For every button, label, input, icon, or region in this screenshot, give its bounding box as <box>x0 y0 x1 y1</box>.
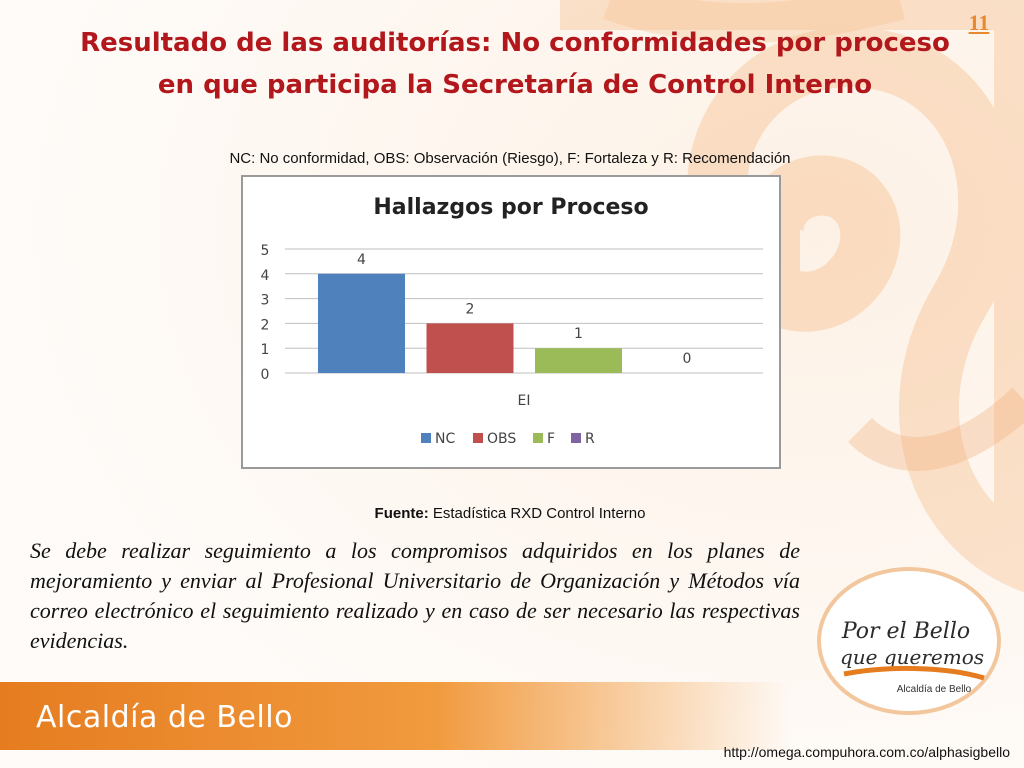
source-label: Fuente: <box>374 505 429 522</box>
y-tick-label: 5 <box>261 243 270 259</box>
legend-swatch-f <box>533 433 543 443</box>
legend-label-nc: NC <box>435 431 455 447</box>
legend-label-f: F <box>547 431 555 447</box>
bar-nc <box>318 273 405 373</box>
x-category-label: EI <box>518 393 531 409</box>
logo-line-1: Por el Bello <box>841 619 970 644</box>
logo-line-3: Alcaldía de Bello <box>897 684 972 695</box>
y-tick-label: 3 <box>261 293 270 309</box>
y-tick-label: 0 <box>261 367 270 383</box>
data-label-nc: 4 <box>357 252 366 268</box>
chart-title: Hallazgos por Proceso <box>373 195 649 220</box>
y-tick-label: 1 <box>261 342 270 358</box>
y-tick-label: 4 <box>261 268 270 284</box>
body-paragraph: Se debe realizar seguimiento a los compr… <box>30 538 800 653</box>
y-tick-label: 2 <box>261 317 270 333</box>
legend-label-r: R <box>585 431 595 447</box>
footer-bar <box>0 682 790 750</box>
source-value: Estadística RXD Control Interno <box>432 505 646 522</box>
legend-swatch-nc <box>421 433 431 443</box>
legend-swatch-r <box>571 433 581 443</box>
bar-f <box>535 348 622 373</box>
data-label-obs: 2 <box>466 301 475 317</box>
bar-obs <box>426 323 514 373</box>
chart-container: Hallazgos por Proceso 0 1 2 3 4 5 4 2 1 0 EI NC OBS F… <box>241 175 781 469</box>
footer-brand: Alcaldía de Bello <box>36 700 293 735</box>
data-label-r: 0 <box>683 351 692 367</box>
slide-number[interactable]: 11 <box>968 10 990 35</box>
footer-url-link[interactable]: http://omega.compuhora.com.co/alphasigbe… <box>723 744 1010 760</box>
data-label-f: 1 <box>574 326 583 342</box>
source-line: Fuente: Estadística RXD Control Interno <box>250 505 770 522</box>
bar-chart: 0 1 2 3 4 5 4 2 1 0 EI NC OBS F R <box>261 243 763 447</box>
por-el-bello-logo: Por el Bello que queremos Alcaldía de Be… <box>817 567 1001 715</box>
legend-swatch-obs <box>473 433 483 443</box>
slide-title: Resultado de las auditorías: No conformi… <box>80 28 950 100</box>
abbreviation-legend-note: NC: No conformidad, OBS: Observación (Ri… <box>229 150 791 167</box>
legend-label-obs: OBS <box>487 431 516 447</box>
logo-line-2: que queremos <box>840 645 984 669</box>
